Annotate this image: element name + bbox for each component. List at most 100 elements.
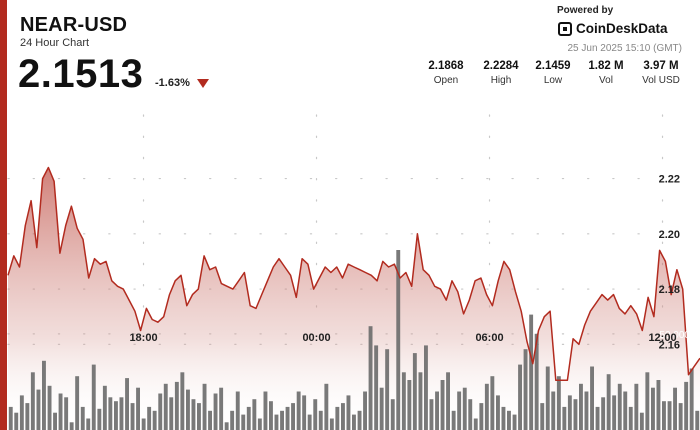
volume-bar <box>479 403 484 430</box>
stat-vol: 1.82 M Vol <box>576 60 636 86</box>
stat-open: 2.1868 Open <box>416 60 476 86</box>
volume-bar <box>307 414 312 430</box>
volume-bar <box>689 368 694 430</box>
volume-bar <box>496 395 500 430</box>
volume-bar <box>119 397 124 430</box>
volume-bar <box>446 372 450 430</box>
volume-bar <box>30 372 35 430</box>
volume-bar <box>64 397 69 430</box>
volume-bar <box>545 366 550 430</box>
volume-bar <box>8 406 13 430</box>
stat-label: High <box>490 75 512 86</box>
stat-value: 2.2284 <box>483 60 519 72</box>
chart-subtitle: 24 Hour Chart <box>20 37 90 49</box>
powered-by-label: Powered by <box>557 5 614 16</box>
stat-value: 2.1868 <box>428 60 464 72</box>
volume-bar <box>407 380 412 430</box>
volume-bar <box>114 401 118 430</box>
volume-bar <box>80 406 85 430</box>
volume-bar <box>501 406 506 430</box>
volume-bar <box>269 401 273 430</box>
volume-bar <box>291 403 295 430</box>
volume-bar <box>507 410 511 430</box>
volume-bar <box>518 364 522 430</box>
volume-bar <box>252 399 257 430</box>
stat-label: Low <box>543 75 563 86</box>
stat-label: Open <box>433 75 459 86</box>
volume-bar <box>158 393 163 430</box>
volume-bar <box>357 410 362 430</box>
volume-bar <box>551 391 556 430</box>
price-series-line <box>7 166 700 382</box>
price-tick-label: 2.22 <box>659 174 680 186</box>
stat-high: 2.2284 High <box>471 60 531 86</box>
volume-bar <box>36 389 41 430</box>
volume-bar <box>130 403 135 430</box>
volume-bar <box>136 387 140 430</box>
volume-bar <box>180 372 185 430</box>
volume-bar <box>645 372 650 430</box>
volume-bar <box>468 399 473 430</box>
volume-bar <box>623 391 628 430</box>
volume-bar <box>617 383 622 430</box>
volume-bar <box>379 387 384 430</box>
volume-bar <box>313 399 318 430</box>
volume-bar <box>684 381 689 430</box>
volume-bar <box>556 376 561 430</box>
brand-logo[interactable]: CoinDeskData <box>558 21 668 36</box>
volume-bars <box>8 250 700 430</box>
stat-label: Vol USD <box>642 75 680 86</box>
volume-bar <box>601 397 606 430</box>
volume-bar <box>512 414 517 430</box>
volume-bar <box>612 395 617 430</box>
volume-bar <box>257 418 262 430</box>
volume-bar <box>324 383 329 430</box>
volume-bar <box>385 349 390 430</box>
volume-bar <box>567 395 572 430</box>
volume-bar <box>19 395 24 430</box>
volume-bar <box>628 406 633 430</box>
volume-bar <box>656 380 661 430</box>
price-tick-label: 2.18 <box>659 284 680 296</box>
volume-bar <box>285 406 290 430</box>
volume-bar <box>191 399 196 430</box>
volume-bar <box>484 383 489 430</box>
volume-bar <box>412 353 417 430</box>
volume-bar <box>584 391 589 430</box>
volume-bar <box>169 397 174 430</box>
volume-bar <box>424 345 428 430</box>
volume-bar <box>186 389 190 430</box>
volume-bar <box>246 406 251 430</box>
time-tick-label: 00:00 <box>302 332 330 344</box>
volume-bar <box>341 403 345 430</box>
volume-bar <box>440 380 445 430</box>
volume-bar <box>75 376 80 430</box>
volume-bar <box>174 381 179 430</box>
stat-label: Vol <box>599 75 613 86</box>
volume-bar <box>86 418 91 430</box>
volume-bar <box>302 395 307 430</box>
volume-bar <box>274 414 279 430</box>
volume-bar <box>197 403 201 430</box>
volume-bar <box>25 403 30 430</box>
volume-bar <box>595 406 600 430</box>
volume-bar <box>573 399 578 430</box>
volume-bar <box>53 412 57 430</box>
volume-bar <box>91 364 96 430</box>
volume-bar <box>678 403 683 430</box>
volume-bar <box>47 385 52 430</box>
volume-bar <box>230 410 235 430</box>
volume-bar <box>125 378 129 430</box>
current-price: 2.1513 <box>18 52 144 96</box>
volume-bar <box>523 349 528 430</box>
volume-bar <box>58 393 63 430</box>
time-tick-label: 12:00 <box>648 332 676 344</box>
volume-bar <box>579 383 583 430</box>
volume-bar <box>540 403 545 430</box>
volume-bar <box>374 345 379 430</box>
volume-bar <box>352 414 356 430</box>
price-tick-label: 2.20 <box>659 229 680 241</box>
volume-bar <box>208 410 212 430</box>
volume-bar <box>152 410 157 430</box>
